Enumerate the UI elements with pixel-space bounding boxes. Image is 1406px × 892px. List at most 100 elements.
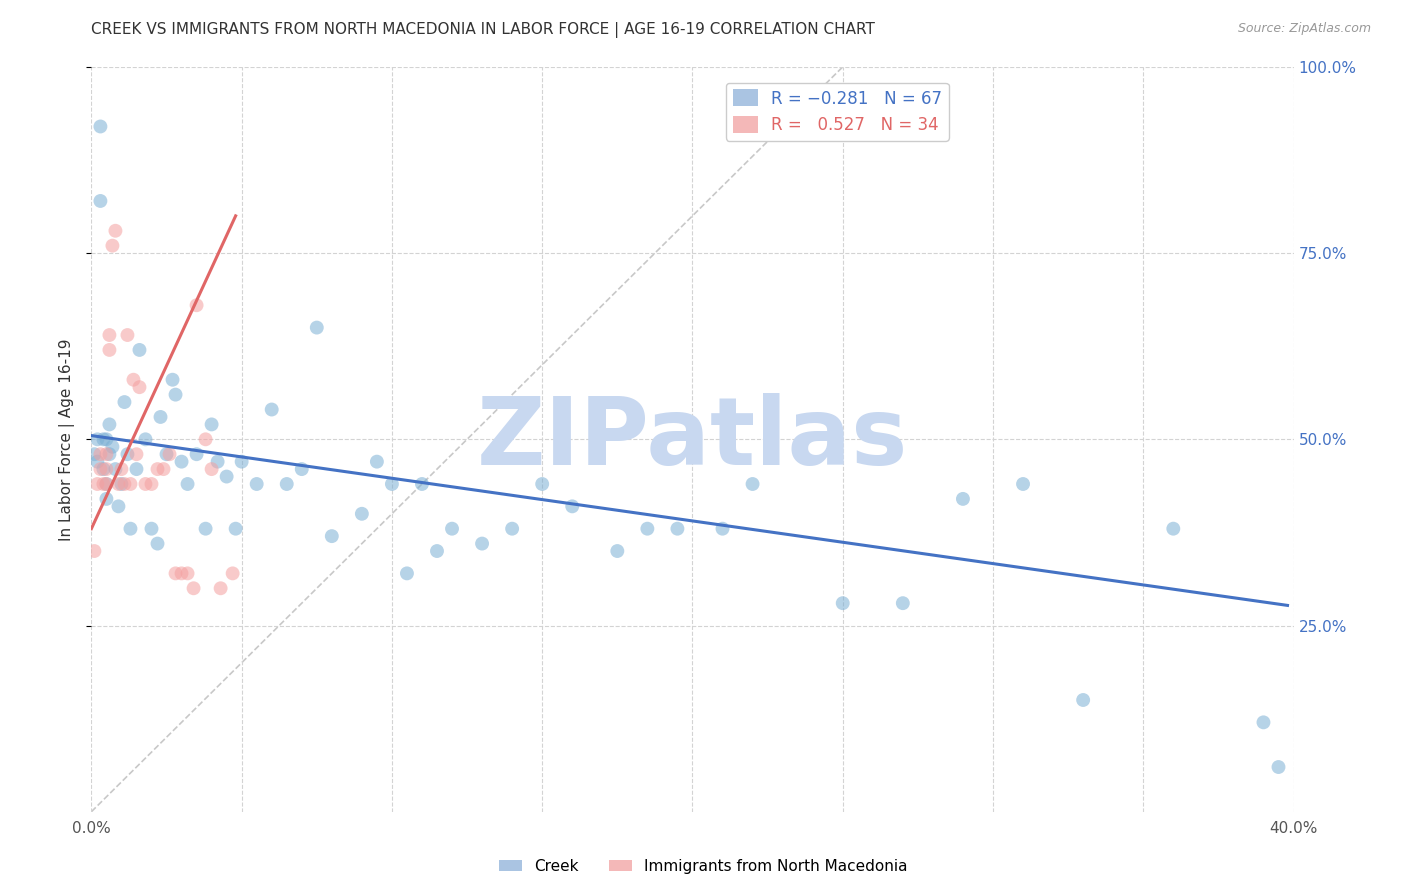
Point bbox=[89, 447, 111, 461]
Point bbox=[165, 566, 187, 581]
Point bbox=[194, 522, 217, 536]
Point bbox=[110, 477, 132, 491]
Point bbox=[146, 462, 169, 476]
Point bbox=[86, 433, 108, 447]
Point bbox=[366, 455, 388, 469]
Point bbox=[162, 373, 184, 387]
Point bbox=[83, 447, 105, 461]
Point bbox=[201, 462, 224, 476]
Point bbox=[93, 433, 115, 447]
Point bbox=[531, 477, 554, 491]
Point bbox=[107, 477, 129, 491]
Point bbox=[96, 491, 118, 506]
Point bbox=[149, 409, 172, 424]
Point bbox=[471, 536, 494, 550]
Point bbox=[155, 447, 177, 461]
Point bbox=[426, 544, 449, 558]
Point bbox=[209, 582, 232, 596]
Point bbox=[125, 462, 148, 476]
Point bbox=[246, 477, 269, 491]
Text: CREEK VS IMMIGRANTS FROM NORTH MACEDONIA IN LABOR FORCE | AGE 16-19 CORRELATION : CREEK VS IMMIGRANTS FROM NORTH MACEDONIA… bbox=[91, 22, 876, 38]
Point bbox=[128, 343, 150, 357]
Point bbox=[146, 536, 169, 550]
Point bbox=[260, 402, 283, 417]
Point bbox=[176, 477, 198, 491]
Point bbox=[561, 500, 583, 514]
Point bbox=[96, 477, 118, 491]
Text: ZIPatlas: ZIPatlas bbox=[477, 393, 908, 485]
Point bbox=[666, 522, 689, 536]
Point bbox=[741, 477, 763, 491]
Point bbox=[98, 343, 121, 357]
Point bbox=[170, 566, 193, 581]
Point bbox=[98, 328, 121, 343]
Point bbox=[606, 544, 628, 558]
Point bbox=[440, 522, 463, 536]
Point bbox=[110, 462, 132, 476]
Point bbox=[86, 477, 108, 491]
Point bbox=[96, 433, 118, 447]
Point bbox=[381, 477, 404, 491]
Point bbox=[201, 417, 224, 432]
Point bbox=[89, 120, 111, 134]
Legend: Creek, Immigrants from North Macedonia: Creek, Immigrants from North Macedonia bbox=[492, 853, 914, 880]
Point bbox=[176, 566, 198, 581]
Point bbox=[159, 447, 181, 461]
Point bbox=[207, 455, 229, 469]
Point bbox=[83, 544, 105, 558]
Point bbox=[711, 522, 734, 536]
Point bbox=[291, 462, 314, 476]
Point bbox=[107, 500, 129, 514]
Point bbox=[1012, 477, 1035, 491]
Point bbox=[134, 433, 156, 447]
Point bbox=[952, 491, 974, 506]
Point bbox=[276, 477, 298, 491]
Point bbox=[122, 373, 145, 387]
Point bbox=[831, 596, 853, 610]
Text: Source: ZipAtlas.com: Source: ZipAtlas.com bbox=[1237, 22, 1371, 36]
Point bbox=[128, 380, 150, 394]
Point bbox=[114, 477, 136, 491]
Point bbox=[231, 455, 253, 469]
Point bbox=[104, 224, 127, 238]
Point bbox=[1253, 715, 1275, 730]
Y-axis label: In Labor Force | Age 16-19: In Labor Force | Age 16-19 bbox=[59, 338, 76, 541]
Point bbox=[152, 462, 174, 476]
Point bbox=[141, 522, 163, 536]
Point bbox=[215, 469, 238, 483]
Point bbox=[183, 582, 205, 596]
Point bbox=[104, 462, 127, 476]
Point bbox=[395, 566, 418, 581]
Point bbox=[98, 417, 121, 432]
Point bbox=[411, 477, 433, 491]
Point bbox=[134, 477, 156, 491]
Point bbox=[125, 447, 148, 461]
Point bbox=[1267, 760, 1289, 774]
Point bbox=[117, 328, 139, 343]
Point bbox=[350, 507, 373, 521]
Point bbox=[86, 455, 108, 469]
Point bbox=[89, 462, 111, 476]
Point bbox=[170, 455, 193, 469]
Point bbox=[1161, 522, 1184, 536]
Point bbox=[96, 462, 118, 476]
Point bbox=[96, 477, 118, 491]
Point bbox=[101, 440, 124, 454]
Point bbox=[225, 522, 247, 536]
Point bbox=[101, 238, 124, 252]
Point bbox=[186, 298, 208, 312]
Point bbox=[501, 522, 523, 536]
Point bbox=[321, 529, 343, 543]
Point bbox=[186, 447, 208, 461]
Point bbox=[891, 596, 914, 610]
Point bbox=[194, 433, 217, 447]
Point bbox=[305, 320, 328, 334]
Point bbox=[117, 447, 139, 461]
Point bbox=[141, 477, 163, 491]
Point bbox=[636, 522, 658, 536]
Point bbox=[89, 194, 111, 208]
Point bbox=[165, 387, 187, 401]
Point bbox=[96, 447, 118, 461]
Point bbox=[120, 477, 142, 491]
Point bbox=[93, 462, 115, 476]
